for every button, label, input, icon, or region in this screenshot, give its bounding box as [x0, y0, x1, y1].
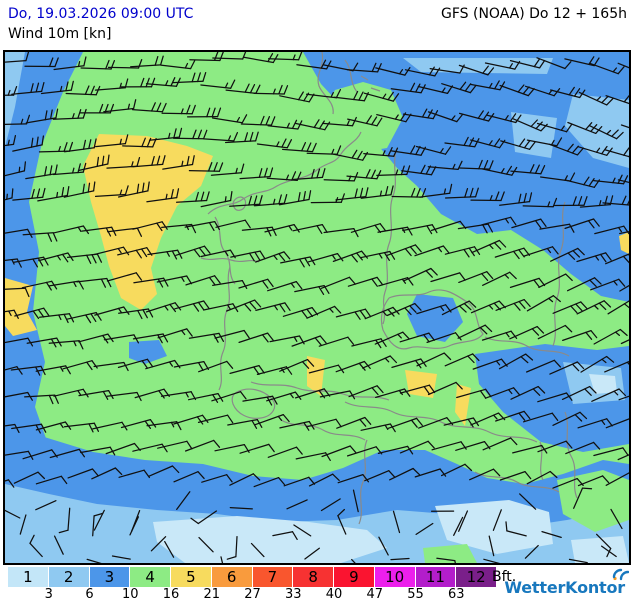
- legend-cell-bft-8: 8: [293, 567, 334, 587]
- legend-cell-bft-4: 4: [130, 567, 171, 587]
- legend-cell-bft-12: 12: [456, 567, 497, 587]
- legend-cell-bft-5: 5: [171, 567, 212, 587]
- legend-cell-bft-3: 3: [90, 567, 131, 587]
- wind-map-canvas: [5, 52, 629, 563]
- wind-speed-region: [405, 370, 437, 398]
- map-variable-label: Wind 10m [kn]: [8, 26, 111, 42]
- legend-cell-bft-11: 11: [416, 567, 457, 587]
- legend-cell-bft-7: 7: [253, 567, 294, 587]
- legend-cell-bft-10: 10: [375, 567, 416, 587]
- legend-cell-bft-9: 9: [334, 567, 375, 587]
- model-run-label: GFS (NOAA) Do 12 + 165h: [441, 6, 627, 22]
- legend-cell-bft-6: 6: [212, 567, 253, 587]
- forecast-datetime: Do, 19.03.2026 09:00 UTC: [8, 6, 193, 22]
- wetterkontor-logo: WetterKontor: [504, 578, 625, 597]
- legend-cell-bft-1: 1: [8, 567, 49, 587]
- weather-map: [3, 50, 631, 565]
- legend-cell-bft-2: 2: [49, 567, 90, 587]
- wetterkontor-logo-icon: [611, 568, 629, 581]
- wind-speed-region: [571, 536, 629, 563]
